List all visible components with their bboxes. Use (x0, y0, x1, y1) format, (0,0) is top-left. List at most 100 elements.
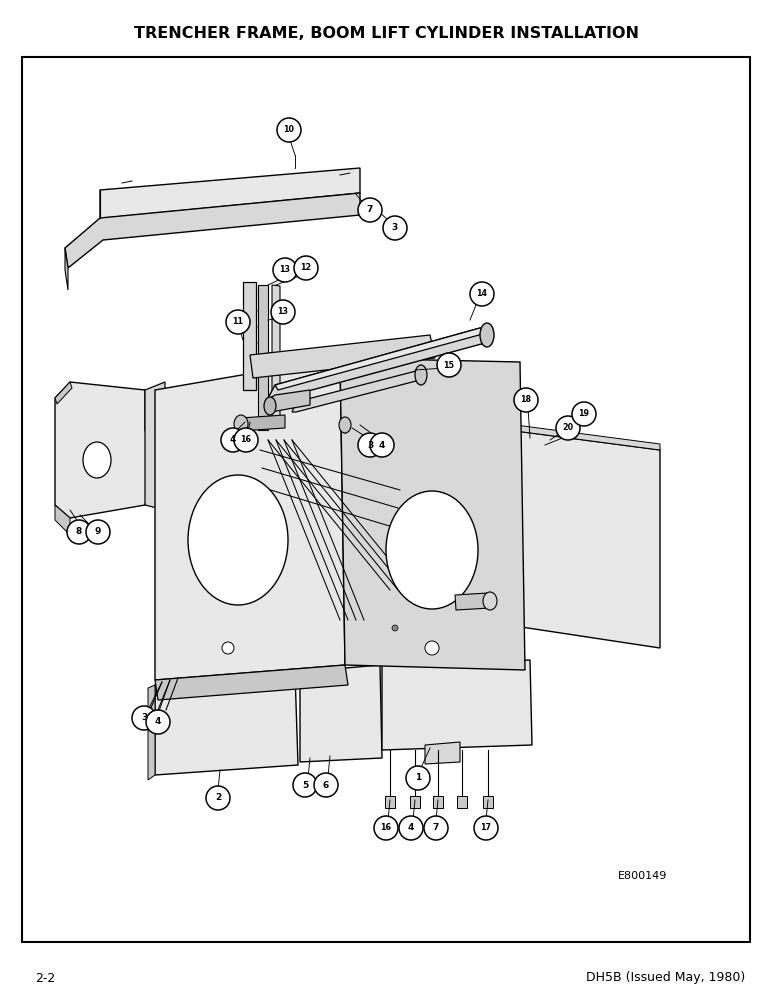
Text: DH5B (Issued May, 1980): DH5B (Issued May, 1980) (586, 972, 745, 984)
Polygon shape (155, 672, 298, 775)
Polygon shape (300, 665, 382, 762)
Polygon shape (275, 328, 490, 390)
Polygon shape (433, 796, 443, 808)
Circle shape (206, 786, 230, 810)
Text: 9: 9 (95, 528, 101, 536)
Polygon shape (55, 505, 70, 535)
Polygon shape (155, 358, 345, 680)
Text: 16: 16 (381, 824, 391, 832)
Ellipse shape (234, 415, 248, 433)
Text: 3: 3 (141, 714, 147, 722)
Polygon shape (148, 685, 155, 780)
Polygon shape (382, 660, 532, 750)
Text: 17: 17 (480, 824, 492, 832)
Ellipse shape (188, 475, 288, 605)
Ellipse shape (83, 442, 111, 478)
Circle shape (146, 710, 170, 734)
Polygon shape (267, 390, 310, 412)
Circle shape (383, 216, 407, 240)
Text: 4: 4 (379, 440, 385, 450)
Polygon shape (155, 665, 348, 700)
Text: 7: 7 (433, 824, 439, 832)
Text: 15: 15 (443, 360, 455, 369)
Text: 2: 2 (215, 794, 221, 802)
Text: 14: 14 (476, 290, 487, 298)
Polygon shape (483, 796, 493, 808)
Circle shape (556, 416, 580, 440)
Text: 12: 12 (300, 263, 312, 272)
Ellipse shape (222, 642, 234, 654)
Circle shape (424, 816, 448, 840)
Text: 1: 1 (415, 774, 421, 782)
Text: 18: 18 (520, 395, 532, 404)
Circle shape (273, 258, 297, 282)
Text: 20: 20 (563, 424, 574, 432)
Polygon shape (55, 382, 72, 404)
Circle shape (358, 198, 382, 222)
Polygon shape (65, 168, 360, 248)
Circle shape (374, 816, 398, 840)
Circle shape (406, 766, 430, 790)
FancyBboxPatch shape (22, 57, 750, 942)
Circle shape (572, 402, 596, 426)
Circle shape (294, 256, 318, 280)
Circle shape (470, 282, 494, 306)
Polygon shape (508, 430, 660, 648)
Polygon shape (508, 424, 660, 450)
Circle shape (234, 428, 258, 452)
Polygon shape (455, 593, 490, 610)
Text: 13: 13 (277, 308, 289, 316)
Polygon shape (292, 370, 420, 412)
Text: 19: 19 (578, 410, 590, 418)
Polygon shape (258, 285, 268, 430)
Circle shape (370, 433, 394, 457)
Polygon shape (457, 796, 467, 808)
Polygon shape (272, 285, 280, 428)
Polygon shape (65, 248, 68, 290)
Ellipse shape (480, 323, 494, 347)
Ellipse shape (339, 417, 351, 433)
Text: 3: 3 (367, 440, 373, 450)
Ellipse shape (415, 365, 427, 385)
Text: TRENCHER FRAME, BOOM LIFT CYLINDER INSTALLATION: TRENCHER FRAME, BOOM LIFT CYLINDER INSTA… (134, 26, 638, 41)
Circle shape (314, 773, 338, 797)
Text: 8: 8 (76, 528, 82, 536)
Polygon shape (145, 382, 165, 510)
Circle shape (293, 773, 317, 797)
Circle shape (132, 706, 156, 730)
Text: 4: 4 (230, 436, 236, 444)
Text: 4: 4 (408, 824, 415, 832)
Text: 10: 10 (283, 125, 294, 134)
Polygon shape (240, 415, 285, 431)
Text: 5: 5 (302, 780, 308, 790)
Polygon shape (65, 193, 360, 268)
Polygon shape (385, 796, 395, 808)
Circle shape (221, 428, 245, 452)
Circle shape (437, 353, 461, 377)
Text: 13: 13 (279, 265, 290, 274)
Circle shape (474, 816, 498, 840)
Circle shape (67, 520, 91, 544)
Text: 6: 6 (323, 780, 329, 790)
Text: E800149: E800149 (618, 871, 667, 881)
Polygon shape (340, 358, 525, 670)
Ellipse shape (386, 491, 478, 609)
Text: 11: 11 (232, 318, 243, 326)
Ellipse shape (483, 592, 497, 610)
Polygon shape (55, 382, 155, 518)
Text: 4: 4 (155, 718, 161, 726)
Polygon shape (267, 328, 485, 400)
Circle shape (358, 433, 382, 457)
Ellipse shape (264, 397, 276, 415)
Circle shape (277, 118, 301, 142)
Text: 16: 16 (241, 436, 252, 444)
Polygon shape (425, 742, 460, 764)
Circle shape (271, 300, 295, 324)
Circle shape (399, 816, 423, 840)
Polygon shape (500, 430, 508, 630)
Circle shape (86, 520, 110, 544)
Text: 3: 3 (392, 224, 398, 232)
Circle shape (514, 388, 538, 412)
Text: 2-2: 2-2 (35, 972, 56, 984)
Circle shape (226, 310, 250, 334)
